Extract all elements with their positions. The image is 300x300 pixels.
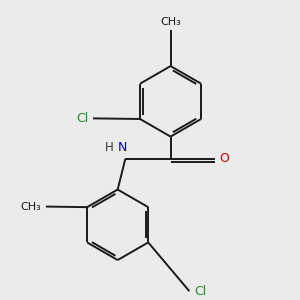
Text: CH₃: CH₃: [20, 202, 41, 212]
Text: N: N: [118, 141, 127, 154]
Text: Cl: Cl: [194, 285, 206, 298]
Text: H: H: [104, 141, 113, 154]
Text: O: O: [219, 152, 229, 165]
Text: CH₃: CH₃: [160, 17, 181, 27]
Text: Cl: Cl: [76, 112, 88, 125]
